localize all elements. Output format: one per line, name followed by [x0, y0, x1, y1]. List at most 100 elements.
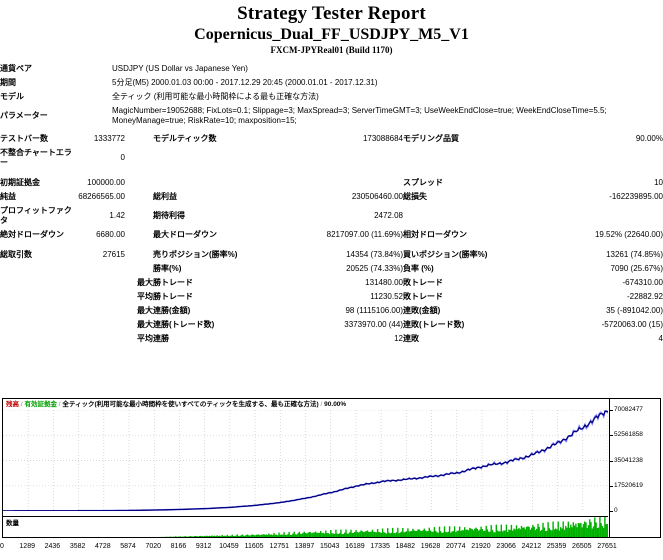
table-row: 純益 68266565.00 総利益 230506460.00 総損失 -162… [0, 190, 663, 204]
x-axis-tick-label: 2436 [44, 543, 61, 550]
legend-separator: / [320, 401, 323, 408]
stat-value: 6680.00 [96, 230, 125, 239]
info-label-model: モデル [0, 92, 24, 101]
x-axis-tick-label: 12751 [269, 543, 290, 550]
table-row: 絶対ドローダウン 6680.00 最大ドローダウン 8217097.00 (11… [0, 228, 663, 242]
stat-label: 最大ドローダウン [153, 230, 217, 239]
stat-value: 13261 (74.85%) [606, 250, 663, 259]
stat-value: 20525 (74.33%) [346, 264, 403, 273]
x-axis-tick-label: 1289 [19, 543, 35, 550]
y-axis-tick-mark [610, 435, 613, 437]
stat-label: 純益 [0, 192, 16, 201]
table-row: 平均 勝トレード 11230.52 敗トレード -22882.92 [0, 290, 663, 304]
x-axis-tick-label: 0 [0, 543, 4, 550]
broker-build: FXCM-JPYReal01 (Build 1170) [270, 45, 393, 55]
stat-label: 不整合チャートエラー [0, 148, 72, 167]
stat-label: プロフィットファクタ [0, 206, 72, 225]
stat-value: 68266565.00 [78, 192, 125, 201]
stat-value: 8217097.00 (11.69%) [326, 230, 403, 239]
stat-value: -22882.92 [626, 292, 663, 301]
stat-value: 3373970.00 (44) [344, 320, 403, 329]
stat-value: 230506460.00 [351, 192, 403, 201]
x-axis-tick-label: 8166 [170, 543, 187, 550]
info-row-model: モデル 全ティック (利用可能な最小時間枠による最も正確な方法) [0, 90, 663, 104]
y-axis-tick-label: 0 [614, 507, 618, 514]
stat-value [528, 204, 663, 228]
stat-value [293, 176, 403, 190]
x-axis-tick-label: 23066 [496, 543, 516, 550]
stat-label: 初期証拠金 [0, 178, 40, 187]
stat-value: 2472.08 [374, 211, 403, 220]
expert-name: Copernicus_Dual_FF_USDJPY_M5_V1 [194, 26, 469, 43]
legend-model: 全ティック(利用可能な最小時間枠を使いすべてのティックを生成する、最も正確な方法… [62, 401, 319, 408]
info-value-parameters: MagicNumber=19052688; FixLots=0.1; Slipp… [112, 106, 607, 125]
legend-balance: 残高 [6, 401, 19, 408]
stat-qualifier [125, 190, 153, 204]
x-axis-tick-label: 20774 [446, 543, 466, 550]
y-axis-tick-mark [610, 511, 613, 512]
stat-label [0, 332, 75, 346]
stat-label [0, 276, 75, 290]
x-axis-tick-label: 5874 [120, 543, 136, 550]
table-row: 平均 連勝 12 連敗 4 [0, 332, 663, 346]
stat-label: 勝トレード [153, 278, 193, 287]
table-row: プロフィットファクタ 1.42 期待利得 2472.08 [0, 204, 663, 228]
report-info-table: 通貨ペア USDJPY (US Dollar vs Japanese Yen) … [0, 62, 663, 128]
equity-chart: 残高 / 有効証拠金 / 全ティック(利用可能な最小時間枠を使いすべてのティック… [2, 398, 661, 538]
stat-label [403, 204, 528, 228]
y-axis-tick-label: 17520619 [614, 481, 643, 489]
stat-qualifier [125, 146, 153, 170]
y-axis-tick-label: 70082477 [614, 406, 643, 413]
stat-qualifier [125, 176, 153, 190]
x-axis-tick-label: 19628 [420, 543, 441, 550]
stat-value: 1333772 [93, 134, 125, 143]
chart-frame: 残高 / 有効証拠金 / 全ティック(利用可能な最小時間枠を使いすべてのティック… [2, 398, 661, 538]
stat-label: 連勝 [153, 334, 169, 343]
stat-label: 連勝(金額) [153, 306, 191, 315]
stat-value: 90.00% [635, 134, 663, 143]
page-title: Strategy Tester Report [237, 3, 426, 24]
stat-label: モデリング品質 [403, 134, 459, 143]
info-row-parameters: パラメーター MagicNumber=19052688; FixLots=0.1… [0, 104, 663, 128]
stat-value [75, 304, 125, 318]
stat-qualifier: 平均 [137, 292, 153, 301]
info-value-model: 全ティック (利用可能な最小時間枠による最も正確な方法) [112, 92, 319, 101]
x-axis-tick-label: 10459 [219, 543, 239, 550]
table-row: 最大 連勝(金額) 98 (1115106.00) 連敗(金額) 35 (-89… [0, 304, 663, 318]
volume-plot [3, 516, 608, 538]
stat-label: 総利益 [153, 192, 177, 201]
stat-value: -5720063.00 (15) [601, 320, 663, 329]
stat-label: モデルティック数 [153, 134, 217, 143]
legend-separator: / [20, 401, 23, 408]
table-row: 不整合チャートエラー 0 [0, 146, 663, 170]
stat-label: 連敗(金額) [403, 306, 441, 315]
info-label-symbol: 通貨ペア [0, 64, 32, 73]
x-axis-tick-label: 3582 [69, 543, 86, 550]
report-stats-table: テストバー数 1333772 モデルティック数 173088684 モデリング品… [0, 132, 663, 346]
volume-panel-label: 数量 [6, 520, 19, 527]
info-label-period: 期間 [0, 78, 16, 87]
table-row: 初期証拠金 100000.00 スプレッド 10 [0, 176, 663, 190]
stat-value: 11230.52 [370, 292, 403, 301]
stat-label: 売りポジション(勝率%) [153, 250, 238, 259]
stat-label [403, 146, 528, 170]
report-header: Strategy Tester Report Copernicus_Dual_F… [0, 0, 663, 56]
chart-legend: 残高 / 有効証拠金 / 全ティック(利用可能な最小時間枠を使いすべてのティック… [6, 400, 346, 409]
y-axis-tick-mark [610, 410, 613, 411]
x-axis-tick-label: 9312 [195, 543, 212, 550]
stat-value: -162239895.00 [609, 192, 663, 201]
x-axis-tick-label: 24212 [521, 543, 542, 550]
x-axis-tick-label: 15043 [319, 543, 340, 550]
x-axis-tick-label: 16189 [345, 543, 365, 550]
info-label-parameters: パラメーター [0, 111, 48, 120]
stat-label: 総取引数 [0, 250, 32, 259]
volume-bars [159, 517, 608, 537]
stat-label [153, 146, 293, 170]
stat-value [293, 146, 403, 170]
x-axis-tick-label: 18482 [395, 543, 416, 550]
balance-curve-svg [3, 410, 608, 511]
x-axis-tick-label: 25359 [546, 543, 567, 550]
y-axis-tick-mark [610, 460, 613, 462]
stat-value [75, 332, 125, 346]
x-axis-tick-label: 7020 [145, 543, 162, 550]
